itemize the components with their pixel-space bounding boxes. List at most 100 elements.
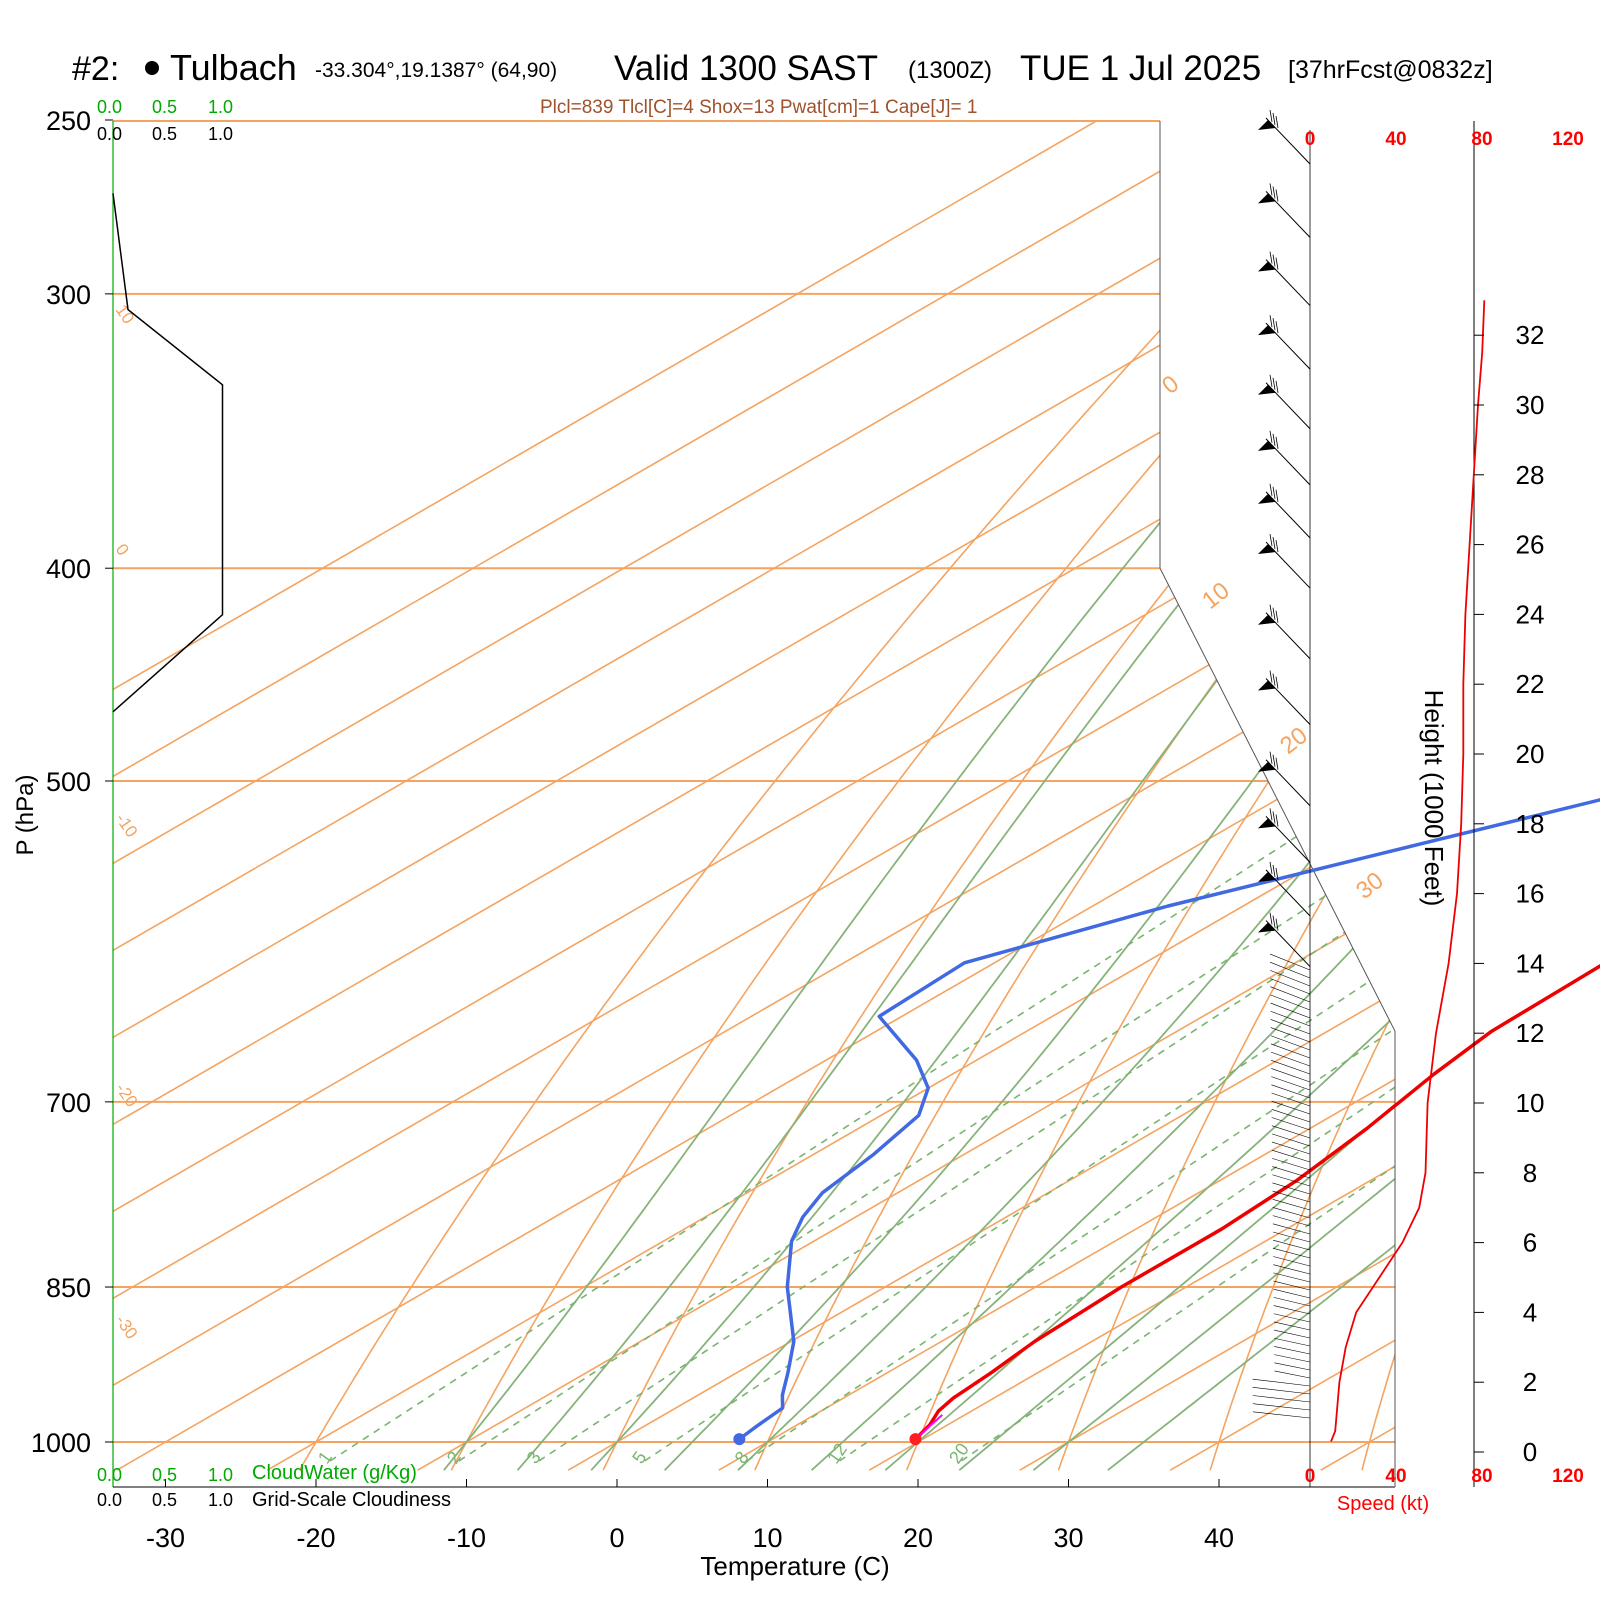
wind-barb-pennant [1258, 818, 1276, 829]
temp-tick-label: 0 [609, 1523, 624, 1553]
wind-barb-staff [1270, 970, 1311, 987]
wind-barb-staff [1269, 961, 1311, 979]
cloudwater-scale-1b: 0.5 [152, 1465, 177, 1485]
wind-barb-feather [1269, 751, 1273, 764]
mixing-ratio-label: 5 [628, 1448, 650, 1468]
wind-barb-feather [1272, 811, 1276, 824]
wind-barb-feather [1275, 918, 1279, 931]
x-axis-title: Temperature (C) [700, 1551, 889, 1581]
pressure-tick-label: 850 [46, 1273, 91, 1303]
pressure-tick-label: 400 [46, 554, 91, 584]
wind-barb-feather [1275, 115, 1279, 129]
height-tick-label: 32 [1516, 320, 1545, 350]
forecast-label: [37hrFcst@0832z] [1288, 56, 1493, 84]
wind-barb-staff [1270, 1051, 1311, 1067]
wind-barb-staff [1272, 1239, 1311, 1251]
wind-barb-pennant [1258, 261, 1276, 272]
y-axis-title: P (hPa) [12, 775, 39, 856]
isotherm-0 [567, 121, 1395, 1471]
mixing-ratio-3 [538, 567, 1395, 1462]
wind-barb-feather [1275, 257, 1279, 270]
cloudiness-profile [112, 193, 224, 713]
wind-barb-feather [1275, 436, 1279, 449]
isotherm--70 [113, 121, 1395, 1471]
isotherm--120 [113, 121, 1099, 1471]
dry-adiabat [1057, 121, 1395, 1471]
height-tick-label: 0 [1523, 1437, 1537, 1467]
cloudiness-scale-0b: 0.0 [97, 1490, 122, 1510]
wind-barb-staff [1269, 953, 1311, 971]
wind-barb-pennant [1258, 922, 1276, 933]
wind-barb-staff [1271, 1060, 1311, 1075]
speed-tick-bottom: 40 [1385, 1466, 1406, 1487]
wind-barb-feather [1272, 754, 1276, 767]
height-tick-label: 16 [1516, 879, 1545, 909]
wind-barb-feather [1269, 109, 1273, 123]
cloudwater-scale-0b: 0.0 [97, 1465, 122, 1485]
isotherm--40 [113, 121, 1395, 1471]
height-axis-title: Height (1000 Feet) [1419, 690, 1449, 907]
wind-barb-feather [1269, 251, 1273, 264]
cloudwater-scale-2: 1.0 [208, 97, 233, 117]
height-tick-label: 20 [1516, 739, 1545, 769]
wind-barb-feather [1269, 670, 1273, 683]
wind-barb-staff [1272, 1158, 1311, 1171]
surface-dewpoint-dot [733, 1433, 746, 1446]
isotherm--100 [113, 121, 1395, 1471]
wind-barb-staff [1271, 1068, 1311, 1083]
moist-adiabat [737, 121, 1395, 1471]
cloud-scale-bottom: 0.0 0.5 1.0 CloudWater (g/Kg) 0.0 0.5 1.… [97, 1462, 451, 1511]
wind-barb-staff [1270, 1043, 1311, 1059]
wind-barb-staff [1252, 1387, 1311, 1395]
wind-barb-staff [1271, 1084, 1311, 1099]
speed-axis-title: Speed (kt) [1337, 1493, 1429, 1515]
wind-barb-feather [1275, 189, 1279, 202]
moist-adiabat [443, 121, 1395, 1471]
wind-barb-feather [1272, 186, 1276, 199]
pressure-tick-label: 1000 [31, 1428, 91, 1458]
wind-barb-feather [1269, 483, 1273, 496]
dry-adiabat [1361, 121, 1395, 1471]
wind-barb-staff [1271, 1133, 1311, 1147]
wind-barb-staff [1272, 1182, 1311, 1195]
isotherm-edge-label: -10 [112, 810, 142, 841]
isotherm-edge-label: 0 [112, 540, 133, 559]
mixing-ratio-2 [458, 567, 1395, 1462]
height-tick-label: 6 [1523, 1228, 1537, 1258]
height-tick-label: 8 [1523, 1158, 1537, 1188]
isotherm--10 [417, 121, 1395, 1471]
wind-barb-staff [1273, 1329, 1311, 1339]
cloud-scale-top: 0.0 0.5 1.0 0.0 0.5 1.0 [97, 97, 233, 144]
wind-barb-feather [1272, 915, 1276, 928]
wind-barb-feather [1269, 315, 1273, 328]
wind-barb-feather [1275, 321, 1279, 334]
isotherm--50 [113, 121, 1395, 1471]
wind-barb-staff [1270, 986, 1311, 1003]
cloudiness-scale-2: 1.0 [208, 124, 233, 144]
cloudwater-scale-2b: 1.0 [208, 1465, 233, 1485]
wind-barb-staff [1273, 1264, 1311, 1275]
wind-barb-pennant [1258, 493, 1276, 504]
wind-barb-staff [1271, 1117, 1311, 1131]
wind-barb-staff [1273, 1288, 1311, 1299]
mixing-ratio-12 [839, 567, 1395, 1462]
wind-barb-staff [1274, 1337, 1311, 1347]
wind-barb-feather [1272, 433, 1276, 446]
wind-barb-staff [1273, 1305, 1311, 1315]
wind-barb-pennant [1258, 871, 1276, 882]
wind-barb-staff [1272, 1166, 1311, 1179]
speed-tick-top: 120 [1552, 129, 1584, 150]
wind-barb-pennant [1258, 120, 1276, 130]
temp-tick-label: 30 [1053, 1523, 1083, 1553]
temp-tick-label: -10 [447, 1523, 486, 1553]
station-dot [145, 61, 159, 75]
wind-barb-feather [1272, 673, 1276, 686]
chart-header: #2: Tulbach -33.304°,19.1387° (64,90) Va… [72, 47, 1493, 118]
wind-barb-feather [1275, 676, 1279, 689]
temp-tick-label: 20 [903, 1523, 933, 1553]
wind-barb-staff [1272, 1207, 1311, 1219]
isotherm-50 [1320, 121, 1395, 1471]
moist-adiabat [1032, 121, 1395, 1471]
plot-frame [112, 120, 1396, 1488]
